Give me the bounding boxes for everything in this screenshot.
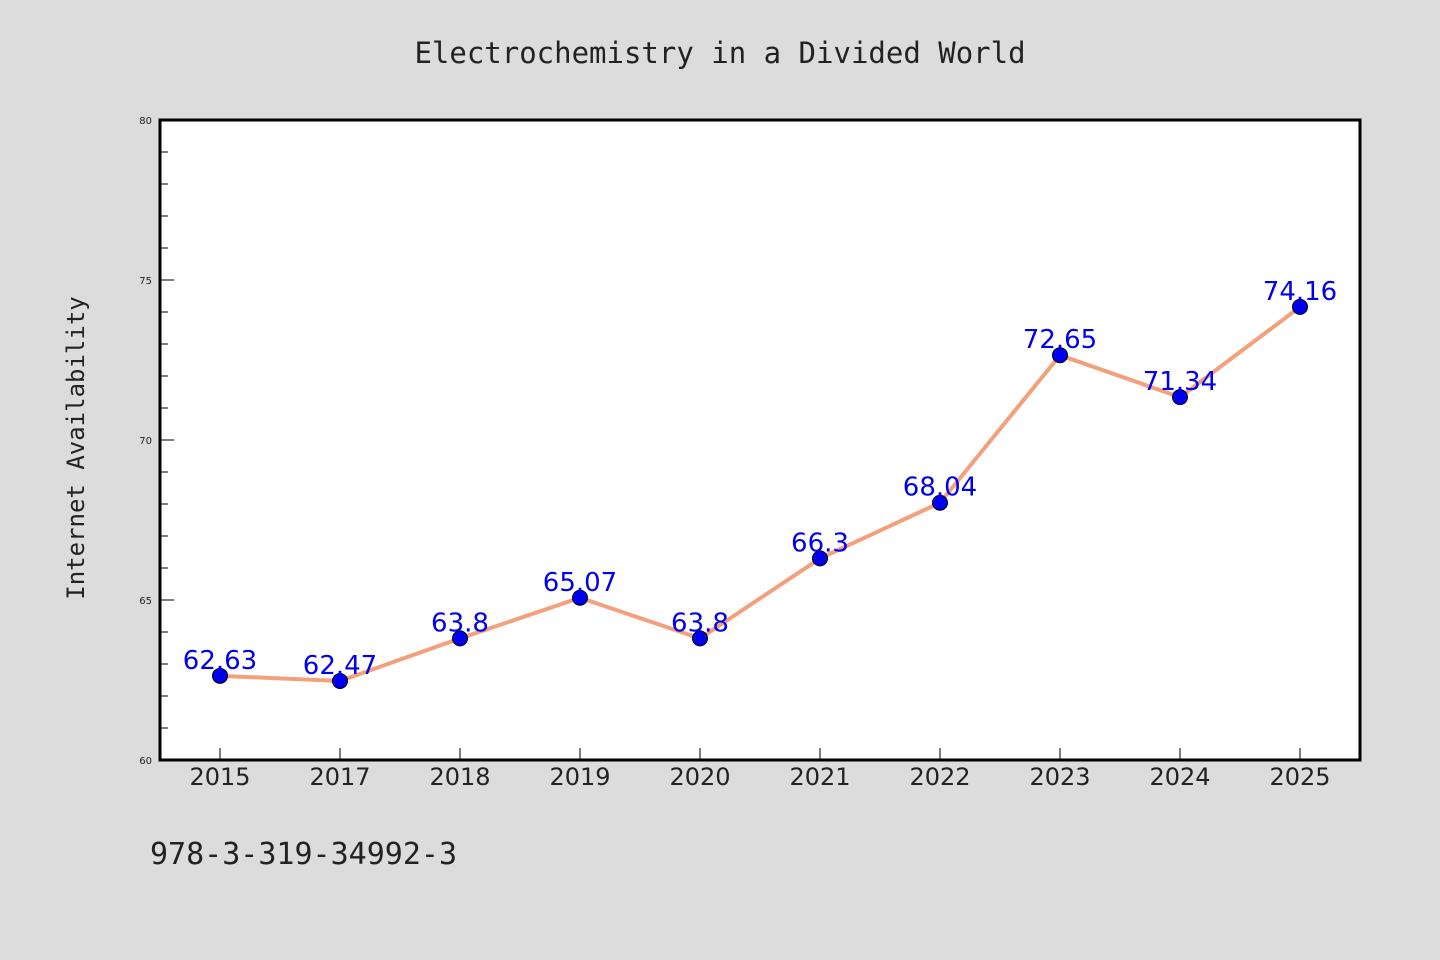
data-point [1292, 298, 1308, 315]
data-point [1172, 389, 1188, 406]
data-point [812, 550, 828, 567]
x-tick-label: 2024 [1149, 763, 1210, 791]
x-tick-label: 2023 [1029, 763, 1090, 791]
series-line [218, 304, 1302, 683]
data-point [332, 672, 348, 689]
y-axis-tick-labels: 60 65 70 75 80 [139, 116, 152, 767]
data-point [452, 630, 468, 647]
data-label-layer: 62.63 62.47 63.8 65.07 63.8 66.3 68.04 72.65 71.… [183, 277, 1337, 681]
x-axis-tick-labels: 2015 2017 2018 2019 2020 2021 2022 2023 2024 2025 [189, 763, 1330, 791]
plot-frame [158, 118, 1362, 762]
y-tick-label: 70 [139, 436, 152, 447]
x-tick-label: 2022 [909, 763, 970, 791]
plot-area [160, 120, 1360, 760]
x-axis-ticks [219, 748, 1301, 760]
data-point [932, 494, 948, 511]
data-point [692, 630, 708, 647]
data-label: 74.16 [1263, 277, 1337, 307]
x-tick-label: 2017 [309, 763, 370, 791]
x-tick-label: 2021 [789, 763, 850, 791]
x-tick-label: 2019 [549, 763, 610, 791]
data-point [1052, 347, 1068, 364]
series-layer [218, 304, 1302, 683]
data-label: 72.65 [1023, 325, 1097, 355]
y-tick-label: 60 [139, 756, 152, 767]
data-label: 71.34 [1143, 367, 1217, 397]
marker-layer [212, 298, 1308, 689]
isbn-footer: 978-3-319-34992-3 [150, 837, 457, 872]
data-label: 62.63 [183, 646, 257, 676]
data-point [212, 667, 228, 684]
chart-title: Electrochemistry in a Divided World [414, 36, 1025, 70]
data-point [572, 589, 588, 606]
x-tick-label: 2025 [1269, 763, 1330, 791]
x-tick-label: 2018 [429, 763, 490, 791]
data-label: 68.04 [903, 473, 977, 503]
y-axis-label: Internet Availability [62, 296, 90, 599]
y-tick-label: 65 [139, 596, 152, 607]
x-tick-label: 2020 [669, 763, 730, 791]
data-label: 62.47 [303, 651, 377, 681]
y-tick-label: 80 [139, 116, 152, 127]
y-tick-label: 75 [139, 276, 152, 287]
x-tick-label: 2015 [189, 763, 250, 791]
data-label: 65.07 [543, 568, 617, 598]
data-label: 63.8 [671, 608, 729, 638]
data-label: 66.3 [791, 528, 849, 558]
data-label: 63.8 [431, 608, 489, 638]
